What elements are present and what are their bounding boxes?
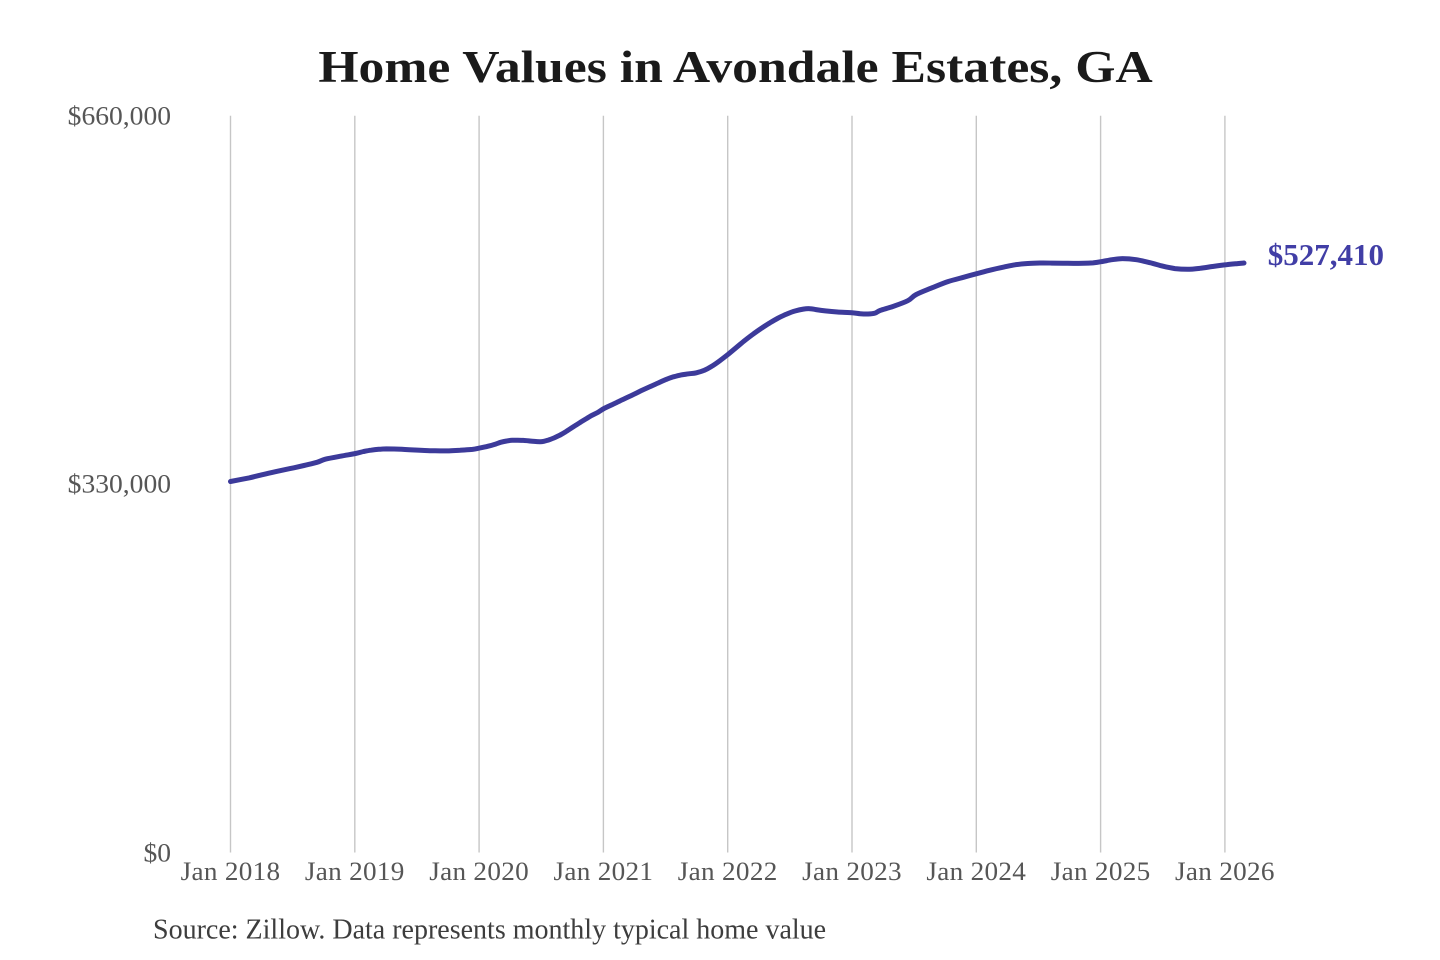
svg-text:Jan 2021: Jan 2021 <box>553 857 653 886</box>
svg-text:Jan 2020: Jan 2020 <box>429 857 529 886</box>
svg-text:$0: $0 <box>143 838 171 867</box>
svg-text:$330,000: $330,000 <box>68 469 171 498</box>
svg-text:Source: Zillow. Data represent: Source: Zillow. Data represents monthly … <box>153 914 826 945</box>
svg-text:Jan 2018: Jan 2018 <box>181 857 281 886</box>
svg-text:Jan 2024: Jan 2024 <box>926 857 1026 886</box>
svg-text:$527,410: $527,410 <box>1268 237 1384 272</box>
svg-text:Home Values in Avondale Estate: Home Values in Avondale Estates, GA <box>318 43 1152 92</box>
svg-text:Jan 2023: Jan 2023 <box>802 857 902 886</box>
svg-text:Jan 2026: Jan 2026 <box>1175 857 1275 886</box>
svg-text:$660,000: $660,000 <box>68 101 171 130</box>
svg-text:Jan 2019: Jan 2019 <box>305 857 405 886</box>
svg-text:Jan 2025: Jan 2025 <box>1051 857 1151 886</box>
svg-text:Jan 2022: Jan 2022 <box>678 857 778 886</box>
